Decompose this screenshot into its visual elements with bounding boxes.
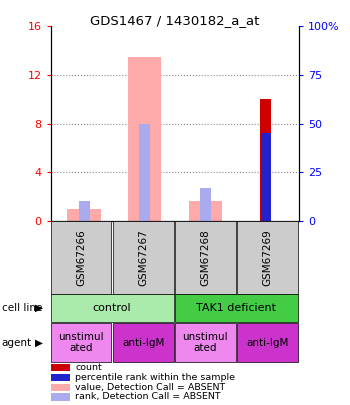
Bar	[189, 201, 222, 221]
Text: value, Detection Call = ABSENT: value, Detection Call = ABSENT	[75, 383, 225, 392]
Bar	[68, 209, 101, 221]
Bar	[128, 57, 161, 221]
Text: cell line: cell line	[2, 303, 42, 313]
Text: ▶: ▶	[35, 338, 43, 347]
Text: GSM67268: GSM67268	[200, 229, 210, 286]
Bar	[79, 201, 90, 221]
Bar	[139, 124, 150, 221]
Text: TAK1 deficient: TAK1 deficient	[196, 303, 276, 313]
Text: GSM67266: GSM67266	[76, 229, 86, 286]
Text: anti-IgM: anti-IgM	[246, 338, 289, 347]
Text: ▶: ▶	[35, 303, 43, 313]
Text: unstimul
ated: unstimul ated	[58, 332, 104, 354]
Text: GSM67269: GSM67269	[262, 229, 273, 286]
Text: anti-IgM: anti-IgM	[122, 338, 164, 347]
Text: percentile rank within the sample: percentile rank within the sample	[75, 373, 235, 382]
Text: unstimul
ated: unstimul ated	[183, 332, 228, 354]
Bar	[261, 133, 271, 221]
Bar	[260, 99, 271, 221]
Bar	[200, 188, 211, 221]
Text: control: control	[93, 303, 132, 313]
Text: GDS1467 / 1430182_a_at: GDS1467 / 1430182_a_at	[90, 14, 260, 27]
Text: rank, Detection Call = ABSENT: rank, Detection Call = ABSENT	[75, 392, 221, 401]
Text: count: count	[75, 363, 102, 372]
Text: GSM67267: GSM67267	[138, 229, 148, 286]
Text: agent: agent	[2, 338, 32, 347]
